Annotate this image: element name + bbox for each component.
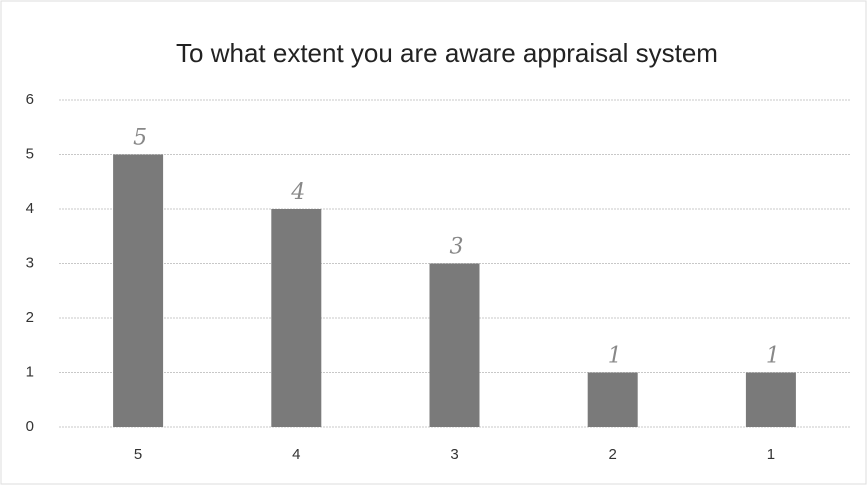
x-tick-label: 3 xyxy=(450,446,458,463)
data-label: 1 xyxy=(766,344,780,369)
bar xyxy=(113,154,164,427)
data-label: 1 xyxy=(608,344,622,369)
x-tick-label: 4 xyxy=(292,446,300,463)
bar xyxy=(587,372,638,427)
y-tick-label: 2 xyxy=(26,309,34,326)
bar xyxy=(429,263,480,427)
y-tick-label: 3 xyxy=(26,254,34,271)
x-tick-label: 5 xyxy=(134,446,142,463)
data-label: 3 xyxy=(450,235,464,260)
data-label: 4 xyxy=(290,180,305,205)
y-tick-label: 1 xyxy=(26,363,34,380)
y-tick-label: 4 xyxy=(26,200,34,217)
y-tick-label: 5 xyxy=(26,145,34,162)
bar xyxy=(745,372,796,427)
x-tick-label: 1 xyxy=(767,446,775,463)
data-label: 5 xyxy=(133,126,147,151)
y-tick-label: 6 xyxy=(26,91,34,108)
x-tick-label: 2 xyxy=(609,446,617,463)
chart-title: To what extent you are aware appraisal s… xyxy=(176,38,718,68)
y-tick-label: 0 xyxy=(26,418,34,435)
bar xyxy=(271,209,322,427)
